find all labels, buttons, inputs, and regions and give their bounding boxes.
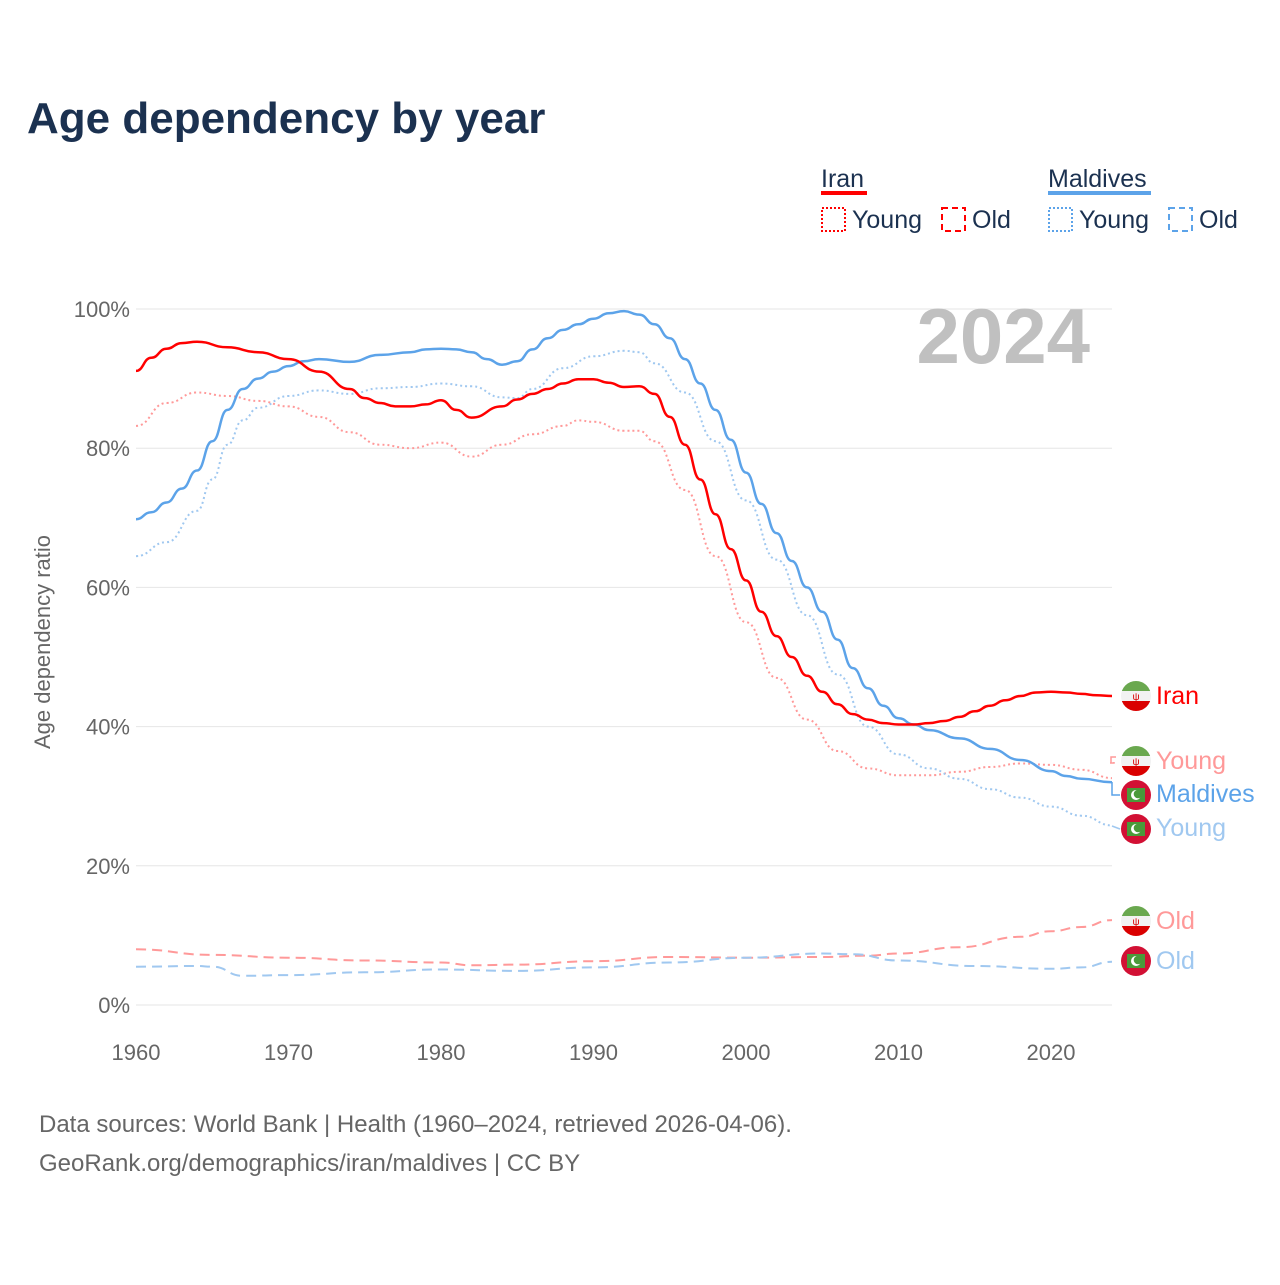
end-label-iran-old: Old bbox=[1156, 907, 1195, 935]
iran-flag-icon bbox=[1121, 906, 1151, 936]
legend-iran-swatch bbox=[821, 191, 867, 195]
x-tick-label: 2000 bbox=[722, 1040, 771, 1065]
x-tick-label: 1980 bbox=[417, 1040, 466, 1065]
end-label-maldives-young: Young bbox=[1156, 814, 1226, 842]
series-line-maldives-young bbox=[135, 349, 1113, 827]
y-tick-label: 0% bbox=[98, 993, 130, 1018]
legend-iran-old-label[interactable]: Old bbox=[972, 206, 1011, 234]
series-line-maldives bbox=[135, 309, 1113, 784]
x-tick-label: 2020 bbox=[1027, 1040, 1076, 1065]
end-label-iran-young: Young bbox=[1156, 747, 1226, 775]
legend-iran-old-swatch bbox=[941, 207, 966, 232]
source-line-1: Data sources: World Bank | Health (1960–… bbox=[39, 1111, 792, 1138]
gridlines bbox=[136, 308, 1112, 1006]
series-line-iran-old bbox=[135, 919, 1113, 967]
y-tick-label: 60% bbox=[86, 575, 130, 600]
x-tick-label: 2010 bbox=[874, 1040, 923, 1065]
y-axis-label: Age dependency ratio bbox=[30, 535, 55, 749]
end-label-maldives-old: Old bbox=[1156, 947, 1195, 975]
legend-maldives-old-label[interactable]: Old bbox=[1199, 206, 1238, 234]
series-lines bbox=[135, 309, 1113, 977]
x-axis-ticks: 1960 1970 1980 1990 2000 2010 2020 bbox=[112, 1040, 1076, 1065]
series-line-iran bbox=[135, 340, 1113, 726]
legend-maldives-old-swatch bbox=[1168, 207, 1193, 232]
legend-maldives-young-label[interactable]: Young bbox=[1079, 206, 1149, 234]
y-tick-label: 100% bbox=[74, 297, 130, 322]
x-tick-label: 1960 bbox=[112, 1040, 161, 1065]
y-tick-label: 40% bbox=[86, 715, 130, 740]
legend-iran-young-label[interactable]: Young bbox=[852, 206, 922, 234]
y-tick-label: 80% bbox=[86, 436, 130, 461]
iran-flag-icon bbox=[1121, 681, 1151, 711]
iran-flag-icon bbox=[1121, 746, 1151, 776]
x-tick-label: 1990 bbox=[569, 1040, 618, 1065]
end-label-iran: Iran bbox=[1156, 682, 1199, 710]
legend-maldives-label[interactable]: Maldives bbox=[1048, 165, 1147, 193]
legend: Iran Young Old Maldives Young Old bbox=[821, 165, 1238, 234]
legend-maldives-swatch bbox=[1048, 191, 1151, 195]
connector-maldives-young bbox=[1111, 825, 1121, 830]
maldives-flag-icon bbox=[1121, 946, 1151, 976]
connector-maldives bbox=[1111, 782, 1120, 796]
series-line-iran-young bbox=[135, 391, 1113, 780]
legend-maldives-young-swatch bbox=[1048, 207, 1073, 232]
maldives-flag-icon bbox=[1121, 780, 1151, 810]
series-line-maldives-old bbox=[135, 952, 1113, 977]
y-tick-label: 20% bbox=[86, 854, 130, 879]
connector-iran-young bbox=[1110, 756, 1116, 764]
end-label-maldives: Maldives bbox=[1156, 780, 1255, 808]
legend-iran-label[interactable]: Iran bbox=[821, 165, 864, 193]
x-tick-label: 1970 bbox=[264, 1040, 313, 1065]
year-watermark: 2024 bbox=[916, 292, 1090, 380]
end-labels: Iran Young Maldives Young Old Old bbox=[1110, 681, 1255, 976]
chart-title: Age dependency by year bbox=[27, 94, 545, 143]
y-axis-ticks: 0% 20% 40% 60% 80% 100% bbox=[74, 297, 130, 1018]
legend-iran-young-swatch bbox=[821, 207, 846, 232]
maldives-flag-icon bbox=[1121, 814, 1151, 844]
source-line-2[interactable]: GeoRank.org/demographics/iran/maldives |… bbox=[39, 1150, 580, 1177]
